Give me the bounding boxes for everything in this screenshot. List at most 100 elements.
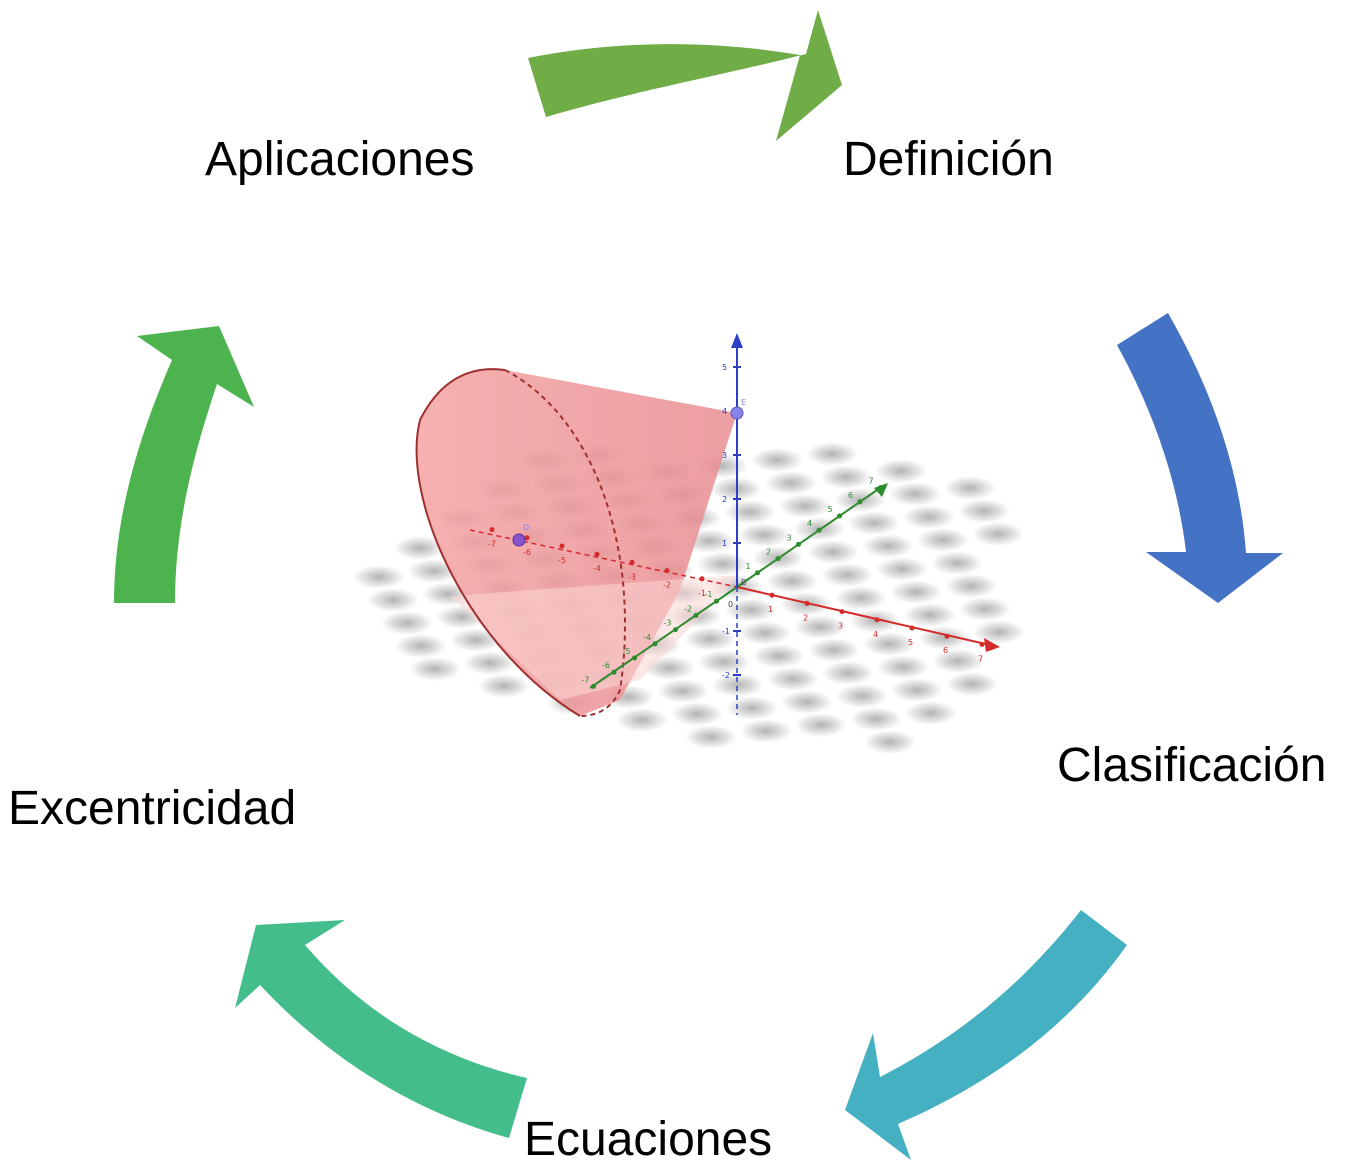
x-axis-tick [804,600,810,606]
y-axis-tick [755,570,760,576]
cycle-arrow-ecuaciones-to-excentricidad [235,920,527,1138]
floor-tile [394,536,446,560]
y-axis-tick-label: 1 [746,562,751,571]
floor-tile [821,563,873,587]
y-axis-positive [736,487,881,588]
z-axis-tick-label: 4 [722,407,727,416]
point-d-label: D [523,523,529,532]
floor-tile [766,569,818,593]
floor-tile [877,655,929,679]
floor-tile [820,465,872,489]
stage-label-ecuaciones: Ecuaciones [524,1113,773,1166]
origin-label: 0 [728,600,733,609]
point-d [512,533,526,547]
x-axis-tick-label: 5 [908,638,913,647]
floor-tile [794,615,846,639]
floor-tile [381,611,433,635]
floor-tile [725,598,777,622]
y-axis-tick [775,556,781,562]
floor-tile [685,725,737,749]
x-axis-tick [629,559,635,565]
x-axis-tick [909,625,915,631]
floor-tile [697,552,749,576]
floor-tile [864,730,916,754]
y-axis-tick-label: -2 [684,604,692,613]
x-axis-tick [944,633,950,639]
stage-label-definicion: Definición [843,133,1054,186]
z-axis-tick-label: -2 [722,671,730,680]
floor-tile [671,702,723,726]
floor-tile [889,482,941,506]
floor-tile [917,528,969,552]
floor-tile [765,471,817,495]
floor-tile [863,632,915,656]
stage-label-excentricidad: Excentricidad [8,782,297,835]
cycle-arrow-clasificacion-to-ecuaciones [845,910,1127,1160]
x-axis-tick-label: 4 [873,630,878,639]
z-axis-tick-label: 2 [722,495,727,504]
cone-inner-light [450,575,740,700]
floor-tile [739,621,791,645]
floor-tile [409,657,461,681]
y-axis-tick [591,683,596,689]
x-axis-tick-label: -1 [698,589,706,598]
y-axis-tick-label: 5 [828,505,833,514]
cone-rim [415,368,581,717]
floor-tile [464,651,516,675]
y-axis-tick-label: 2 [766,548,771,557]
x-axis-tick-label: -3 [628,572,636,581]
floor-tile [905,701,957,725]
floor-tile [835,586,887,610]
y-axis-tick-label: 7 [869,477,874,486]
floor-tile [808,638,860,662]
cycle-arrow-excentricidad-to-aplicaciones [114,326,254,603]
floor-tile [944,476,996,500]
floor-tile [779,494,831,518]
floor-tile [932,649,984,673]
floor-tile [806,442,858,466]
y-axis-tick-label: 4 [807,519,812,528]
y-axis-tick [632,655,637,661]
y-axis-tick [714,598,719,604]
floor-tile [657,679,709,703]
floor-tile [712,673,764,697]
floor-tile [395,634,447,658]
cone-rim-dashed [504,369,626,717]
floor-tile [836,684,888,708]
floor-tile [478,674,530,698]
y-axis-tick-label: 3 [787,533,792,542]
floor-tile [946,672,998,696]
y-axis-tick [611,669,617,675]
x-axis-tick-label: 7 [978,654,983,663]
x-axis-tick-label: 2 [803,613,808,622]
x-axis-tick-label: 1 [768,605,773,614]
y-axis-tick-label: -3 [664,619,672,628]
x-axis-tick-label: -2 [663,581,671,590]
floor-tile [890,580,942,604]
y-axis-tick [837,513,842,519]
floor-tile [876,557,928,581]
floor-tile [891,678,943,702]
x-axis-tick [839,609,845,615]
floor-tile [875,459,927,483]
x-axis-tick-label: -6 [523,548,531,557]
z-axis-arrowhead [731,333,743,348]
y-axis-tick-label: -1 [705,590,713,599]
y-axis-tick-label: -6 [602,661,610,670]
y-axis-tick [796,541,801,547]
cone-figure: -7 -6 -5 -4 -3 -2 -1 1 2 3 4 5 6 7 -7 -6 -5 -4 -3 -2 -1 1 2 3 4 5… [353,333,1025,754]
floor-tile [753,644,805,668]
x-axis-tick-label: 3 [838,622,843,631]
floor-tile [848,511,900,535]
x-axis-tick [524,535,530,541]
floor-tile [822,661,874,685]
floor-tile [958,499,1010,523]
floor-tile [726,696,778,720]
z-axis-tick-label: 5 [722,363,727,372]
y-axis-tick-label: -7 [582,675,590,684]
point-e-label: E [741,398,746,407]
floor-tile [973,620,1025,644]
floor-tile [724,500,776,524]
floor-tile [903,505,955,529]
